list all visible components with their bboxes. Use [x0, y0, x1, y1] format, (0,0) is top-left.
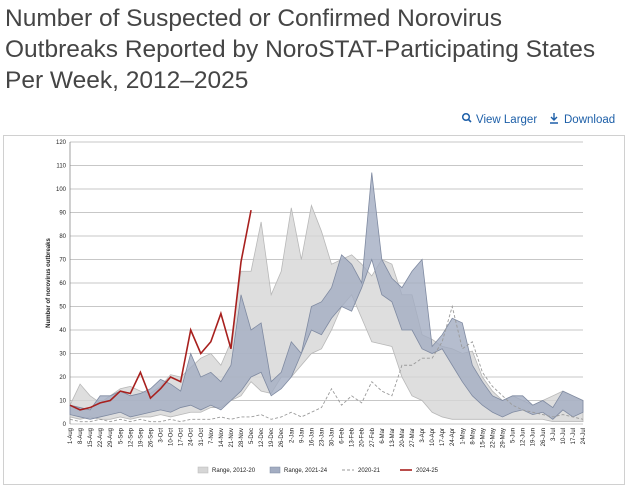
x-tick-label: 29-May	[501, 428, 507, 448]
x-tick-label: 28-Nov	[239, 428, 245, 447]
y-tick-label: 110	[56, 164, 66, 170]
x-tick-label: 6-Feb	[340, 427, 346, 443]
y-tick-label: 120	[56, 140, 67, 146]
y-tick-label: 20	[59, 375, 66, 381]
x-tick-label: 24-Oct	[189, 428, 195, 446]
x-tick-label: 3-Apr	[420, 428, 426, 443]
y-axis-label: Number of norovirus outbreaks	[46, 238, 52, 328]
x-tick-label: 5-Sep	[118, 427, 124, 444]
x-tick-label: 12-Sep	[128, 427, 134, 447]
x-tick-label: 9-Jan	[299, 428, 305, 443]
x-tick-label: 14-Nov	[219, 428, 225, 447]
x-tick-label: 10-Apr	[430, 428, 436, 446]
x-tick-label: 12-Jun	[521, 428, 527, 446]
y-tick-label: 30	[59, 352, 66, 358]
x-tick-label: 17-Apr	[440, 428, 446, 446]
y-tick-label: 10	[59, 399, 66, 405]
view-larger[interactable]: View Larger	[476, 114, 537, 126]
x-tick-label: 19-Dec	[269, 428, 275, 447]
x-tick-label: 29-Aug	[108, 428, 114, 447]
x-tick-label: 2-Jan	[289, 428, 295, 443]
x-tick-label: 12-Dec	[259, 428, 265, 447]
x-tick-label: 27-Feb	[370, 427, 376, 447]
x-tick-label: 27-Mar	[410, 428, 416, 447]
x-tick-label: 8-May	[470, 428, 476, 445]
x-tick-label: 17-Jul	[571, 428, 577, 444]
x-tick-label: 24-Jul	[581, 428, 587, 444]
x-tick-label: 1-May	[460, 428, 466, 445]
x-tick-label: 6-Mar	[380, 428, 386, 444]
series-line	[69, 304, 584, 423]
x-tick-label: 20-Feb	[360, 427, 366, 447]
x-tick-label: 19-Jun	[531, 428, 537, 446]
download[interactable]: Download	[564, 114, 615, 126]
x-tick-label: 10-Jul	[561, 428, 567, 444]
title-line: Outbreaks Reported by NoroSTAT-Participa…	[5, 36, 595, 63]
x-tick-label: 7-Nov	[209, 428, 215, 444]
y-tick-label: 90	[59, 211, 66, 217]
x-tick-label: 16-Jan	[309, 428, 315, 446]
download-button[interactable]: Download	[550, 113, 615, 126]
x-tick-label: 8-Aug	[78, 428, 84, 444]
y-tick-label: 80	[59, 234, 66, 240]
x-tick-label: 3-Oct	[159, 428, 165, 443]
x-tick-label: 22-May	[490, 428, 496, 448]
y-tick-label: 40	[59, 328, 66, 334]
chart: 0 10 20 30 40 50 60 70 80 90 100 110 120 Number of no…	[46, 140, 587, 474]
x-tick-label: 26-Dec	[279, 428, 285, 447]
x-tick-label: 19-Sep	[138, 427, 144, 447]
y-tick-label: 0	[63, 422, 67, 428]
range-area	[69, 172, 584, 420]
x-tick-label: 13-Feb	[350, 427, 356, 447]
x-tick-label: 5-Dec	[249, 428, 255, 444]
y-tick-label: 50	[59, 305, 66, 311]
x-tick-label: 30-Jan	[330, 428, 336, 446]
legend-label: 2024-25	[416, 468, 439, 474]
x-tick-label: 31-Oct	[199, 428, 205, 446]
series-line	[69, 209, 252, 411]
legend-label: 2020-21	[358, 468, 381, 474]
x-tick-label: 10-Oct	[169, 428, 175, 446]
x-tick-label: 23-Jan	[319, 428, 325, 446]
y-tick-label: 100	[56, 187, 67, 193]
legend-swatch	[269, 466, 281, 474]
x-tick-label: 3-Jul	[551, 428, 557, 441]
title-line: Number of Suspected or Confirmed Norovir…	[5, 5, 502, 32]
x-tick-label: 20-Mar	[400, 428, 406, 447]
x-tick-label: 15-Aug	[88, 428, 94, 447]
x-tick-label: 15-May	[480, 428, 486, 448]
title-line: Per Week, 2012–2025	[5, 67, 248, 94]
legend-swatch	[197, 466, 209, 474]
x-tick-label: 5-Jun	[511, 428, 517, 443]
x-tick-label: 26-Sep	[148, 427, 154, 447]
x-tick-label: 21-Nov	[229, 428, 235, 447]
x-tick-label: 22-Aug	[98, 428, 104, 447]
y-tick-label: 60	[59, 281, 66, 287]
x-tick-label: 26-Jun	[541, 428, 547, 446]
x-tick-label: 24-Apr	[450, 428, 456, 446]
legend-label: Range, 2012-20	[212, 468, 256, 474]
view-larger-button[interactable]: View Larger	[461, 112, 538, 126]
legend-label: Range, 2021-24	[284, 468, 328, 474]
x-tick-label: 17-Oct	[179, 428, 185, 446]
y-tick-label: 70	[59, 258, 66, 264]
x-tick-label: 13-Mar	[390, 428, 396, 447]
x-tick-label: 1-Aug	[68, 428, 74, 444]
